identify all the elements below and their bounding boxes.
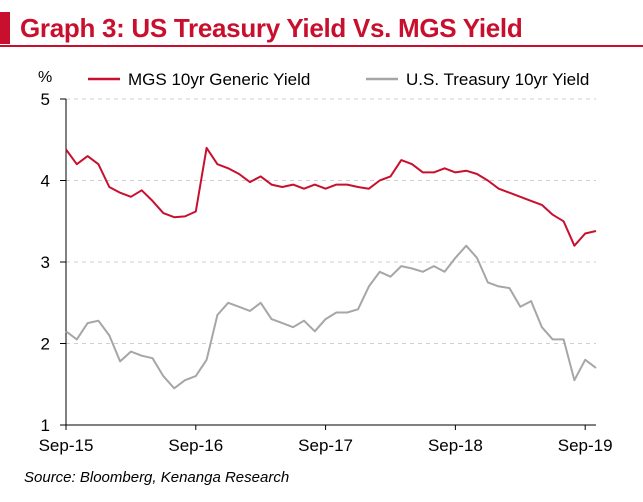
y-axis-unit-label: % — [38, 69, 52, 86]
legend: MGS 10yr Generic Yield U.S. Treasury 10yr… — [88, 70, 589, 89]
y-tick-label: 5 — [41, 90, 50, 109]
title-underline — [0, 45, 643, 47]
y-axis: 1 2 3 4 5% — [38, 69, 67, 435]
y-tick-label: 3 — [41, 253, 50, 272]
y-tick-label: 4 — [41, 172, 50, 191]
series-line-ust — [65, 244, 597, 390]
source-note: Source: Bloomberg, Kenanga Research — [24, 469, 290, 486]
legend-label-mgs: MGS 10yr Generic Yield — [128, 70, 310, 89]
legend-label-ust: U.S. Treasury 10yr Yield — [406, 70, 589, 89]
series-lines — [65, 146, 597, 390]
x-tick-label: Sep-16 — [168, 436, 223, 455]
chart-title: Graph 3: US Treasury Yield Vs. MGS Yield — [20, 13, 523, 43]
x-axis: Sep-15 Sep-16 Sep-17 Sep-18 Sep-19 — [39, 424, 613, 455]
series-line-mgs — [65, 146, 597, 247]
chart-header: Graph 3: US Treasury Yield Vs. MGS Yield — [0, 4, 643, 47]
y-tick-label: 1 — [41, 416, 50, 435]
title-accent-bar — [0, 12, 10, 44]
x-tick-label: Sep-15 — [39, 436, 94, 455]
y-tick-label: 2 — [41, 335, 50, 354]
gridlines — [66, 98, 596, 344]
x-tick-label: Sep-17 — [298, 436, 353, 455]
x-tick-label: Sep-18 — [428, 436, 483, 455]
x-tick-label: Sep-19 — [558, 436, 613, 455]
